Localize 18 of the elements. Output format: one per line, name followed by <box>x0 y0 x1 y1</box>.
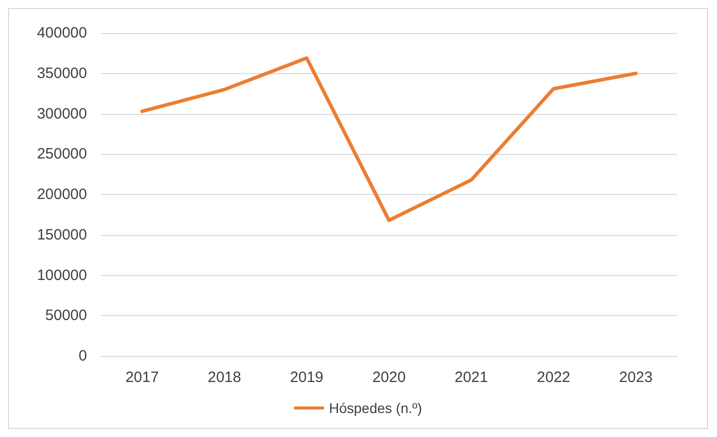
x-tick-label: 2018 <box>208 369 242 386</box>
x-tick-label: 2019 <box>290 369 324 386</box>
x-tick-label: 2021 <box>454 369 488 386</box>
y-tick-label: 350000 <box>36 64 87 82</box>
legend-label: Hóspedes (n.º) <box>328 400 422 416</box>
x-tick-label: 2023 <box>619 369 653 386</box>
y-tick-label: 250000 <box>36 146 87 163</box>
y-tick-label: 0 <box>78 348 87 364</box>
x-tick-label: 2020 <box>372 369 406 386</box>
y-tick-label: 200000 <box>36 186 87 203</box>
x-tick-label: 2017 <box>125 369 159 386</box>
y-tick-label: 150000 <box>36 226 87 244</box>
y-tick-label: 400000 <box>36 24 87 42</box>
y-tick-label: 300000 <box>36 105 87 122</box>
x-tick-label: 2022 <box>536 369 570 386</box>
y-tick-label: 50000 <box>45 307 87 324</box>
y-tick-label: 100000 <box>36 266 87 284</box>
line-series <box>140 56 638 222</box>
